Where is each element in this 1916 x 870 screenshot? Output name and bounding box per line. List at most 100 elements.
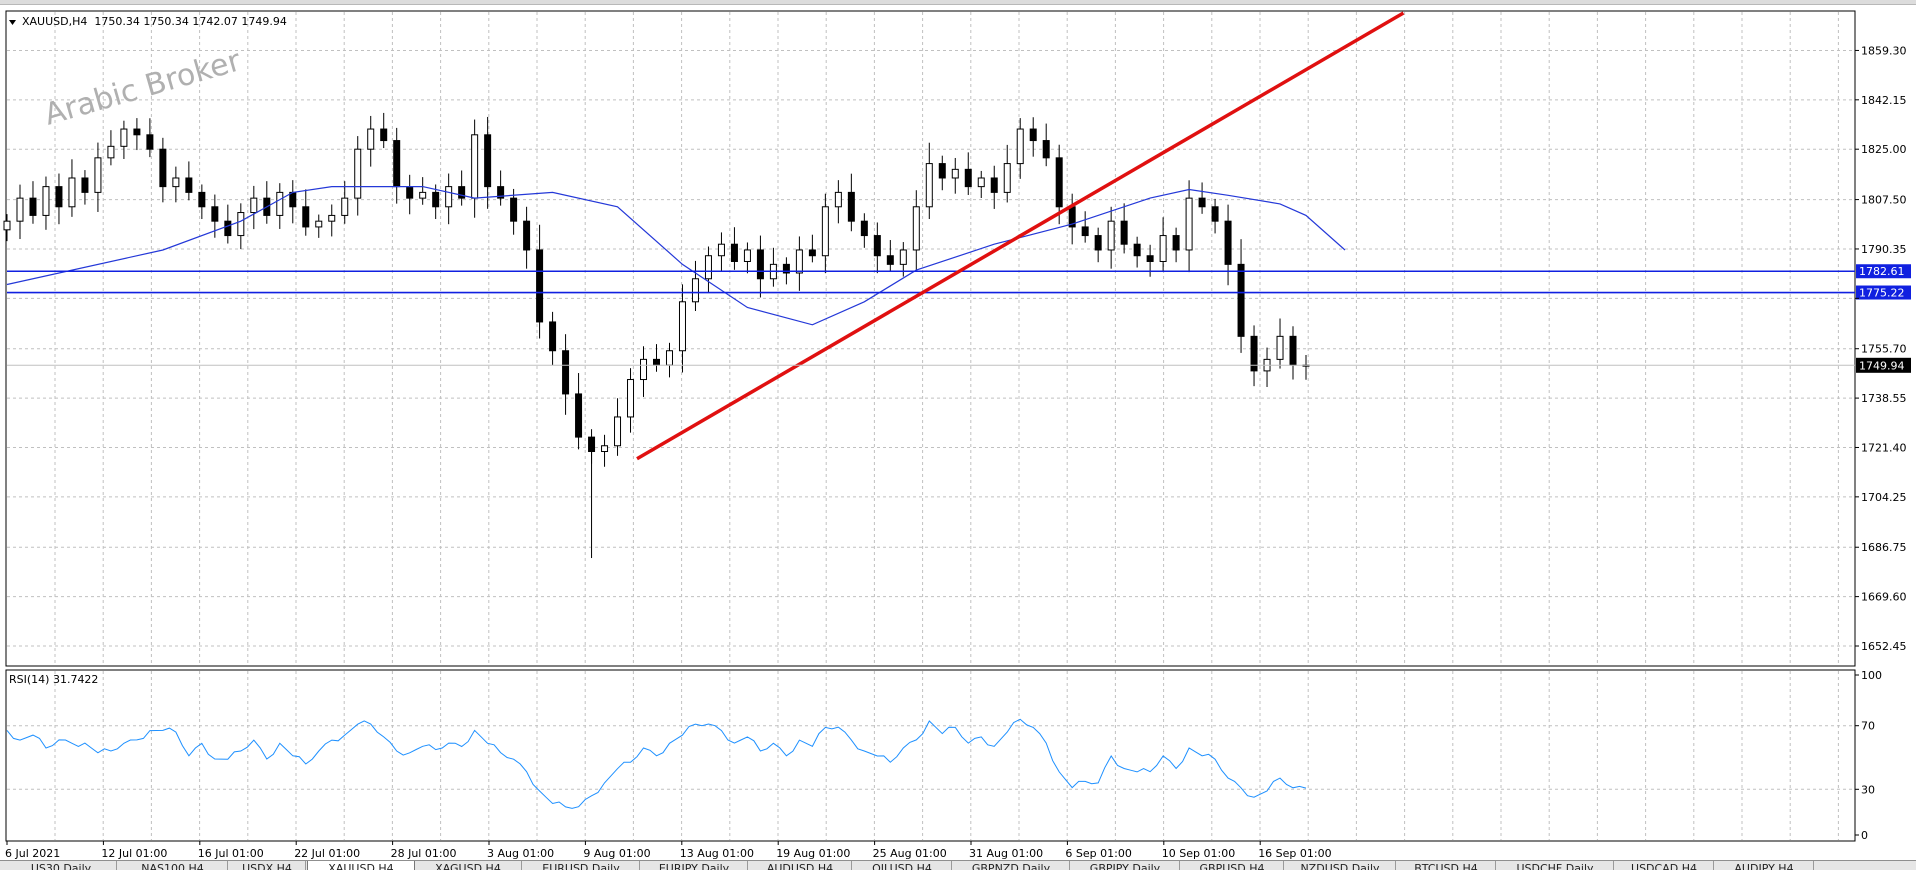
moving-average-line — [6, 186, 1346, 326]
candle-body — [860, 220, 868, 237]
tab-btcusd-h4[interactable]: BTCUSD,H4 — [1397, 861, 1496, 870]
time-tick-label: 6 Sep 01:00 — [1065, 847, 1131, 860]
tab-usdcad-h4[interactable]: USDCAD,H4 — [1615, 861, 1714, 870]
tab-audusd-h4[interactable]: AUDUSD,H4 — [749, 861, 852, 870]
candle-body — [653, 358, 660, 366]
current-price-tag: 1749.94 — [1856, 357, 1911, 373]
rsi-tick-label: 100 — [1861, 669, 1882, 682]
menu-arrow-icon[interactable] — [9, 20, 16, 25]
tab-audjpy-h4[interactable]: AUDJPY,H4 — [1715, 861, 1814, 870]
candle-body — [1003, 163, 1011, 193]
candle-body — [224, 220, 232, 237]
candle-body — [29, 197, 37, 216]
rsi-tick-label: 70 — [1861, 720, 1875, 733]
price-panel[interactable] — [5, 10, 1856, 667]
level-tag-label: 1782.61 — [1859, 265, 1905, 278]
time-tick-label: 31 Aug 01:00 — [969, 847, 1043, 860]
candle-body — [406, 186, 414, 199]
level-tag — [1856, 285, 1911, 300]
price-tick-label: 1790.35 — [1861, 243, 1907, 256]
tab-nas100-h4[interactable]: NAS100,H4 — [118, 861, 228, 870]
candle-body — [445, 186, 453, 208]
candle-body — [575, 393, 583, 438]
tab-xagusd-h4[interactable]: XAGUSD,H4 — [415, 861, 522, 870]
price-tick-label: 1738.55 — [1861, 392, 1907, 405]
candle-body — [717, 243, 725, 257]
candle-body — [315, 220, 323, 228]
candle-body — [899, 249, 907, 265]
support-levels: 1782.61 1775.22 — [7, 264, 1911, 300]
candle-body — [419, 191, 427, 199]
candle-body — [614, 416, 622, 447]
candle-body — [120, 128, 128, 147]
rsi-panel[interactable] — [5, 669, 1856, 842]
candle-body — [1146, 255, 1154, 262]
price-tick-label: 1686.75 — [1861, 541, 1907, 554]
candle-body — [821, 206, 829, 257]
rsi-tick-label: 0 — [1861, 829, 1868, 842]
candle-body — [1107, 220, 1115, 251]
candle-body — [237, 212, 245, 237]
tab-gbpjpy-daily[interactable]: GBPJPY,Daily — [1071, 861, 1180, 870]
candle-body — [951, 168, 959, 179]
candle-body — [458, 186, 466, 199]
candle-body — [42, 186, 50, 216]
candle-body — [250, 197, 258, 214]
level-tag — [1856, 264, 1911, 279]
price-tick-label: 1721.40 — [1861, 441, 1907, 454]
candle-body — [704, 255, 712, 280]
tab-gbpusd-h4[interactable]: GBPUSD,H4 — [1181, 861, 1284, 870]
candle-body — [81, 177, 89, 193]
tab-nzdusd-daily[interactable]: NZDUSD,Daily — [1285, 861, 1396, 870]
candle-body — [938, 163, 946, 179]
candle-body — [1224, 220, 1232, 265]
candle-body — [328, 214, 336, 222]
candle-body — [627, 379, 635, 418]
candle-body — [1133, 243, 1141, 257]
candle-body — [1276, 335, 1284, 360]
tab-us30-daily[interactable]: US30,Daily — [6, 861, 117, 870]
candle-body — [536, 249, 544, 323]
tab-eurusd-daily[interactable]: EURUSD,Daily — [523, 861, 640, 870]
candle-body — [1211, 206, 1219, 222]
candle-body — [354, 148, 362, 199]
candle-body — [172, 177, 180, 188]
candle-body — [640, 358, 648, 381]
price-tick-label: 1807.50 — [1861, 194, 1907, 207]
time-tick-label: 22 Jul 01:00 — [294, 847, 360, 860]
candle-body — [341, 197, 349, 216]
price-tick-label: 1755.70 — [1861, 343, 1907, 356]
candle-body — [782, 263, 790, 274]
tab-oilusd-h4[interactable]: OILUSD,H4 — [853, 861, 952, 870]
candle-body — [873, 235, 881, 257]
candle-body — [1029, 128, 1037, 142]
candle-body — [1016, 128, 1024, 165]
tab-eurjpy-daily[interactable]: EURJPY,Daily — [641, 861, 748, 870]
candle-body — [665, 350, 673, 366]
tab-usdchf-daily[interactable]: USDCHF,Daily — [1497, 861, 1614, 870]
rsi-axis: 100 70 30 0 — [1855, 669, 1882, 842]
tab-gbpnzd-daily[interactable]: GBPNZD,Daily — [953, 861, 1070, 870]
trendline[interactable] — [636, 11, 1405, 461]
candle-body — [523, 220, 531, 251]
candle-body — [678, 301, 686, 352]
candle-body — [68, 177, 76, 208]
candle-body — [484, 134, 492, 188]
price-axis: 1859.30 1842.15 1825.00 1807.50 1790.35 1755.… — [1855, 44, 1907, 653]
candle-body — [1042, 140, 1050, 159]
candle-body — [808, 249, 816, 257]
tab-usdx-h4[interactable]: USDX,H4 — [229, 861, 306, 870]
candle-body — [1081, 226, 1089, 237]
candle-body — [1055, 157, 1063, 208]
rsi-line — [6, 718, 1307, 809]
candle-body — [211, 206, 219, 222]
candle-body — [1185, 197, 1193, 251]
candle-body — [198, 191, 206, 208]
tab-xauusd-h4[interactable]: XAUUSD,H4 — [307, 861, 415, 870]
candlestick-series — [3, 112, 1310, 559]
time-tick-label: 16 Jul 01:00 — [198, 847, 264, 860]
time-axis: 6 Jul 2021 12 Jul 01:00 16 Jul 01:00 22 Jul… — [5, 841, 1332, 860]
level-tag-label: 1775.22 — [1859, 287, 1905, 300]
